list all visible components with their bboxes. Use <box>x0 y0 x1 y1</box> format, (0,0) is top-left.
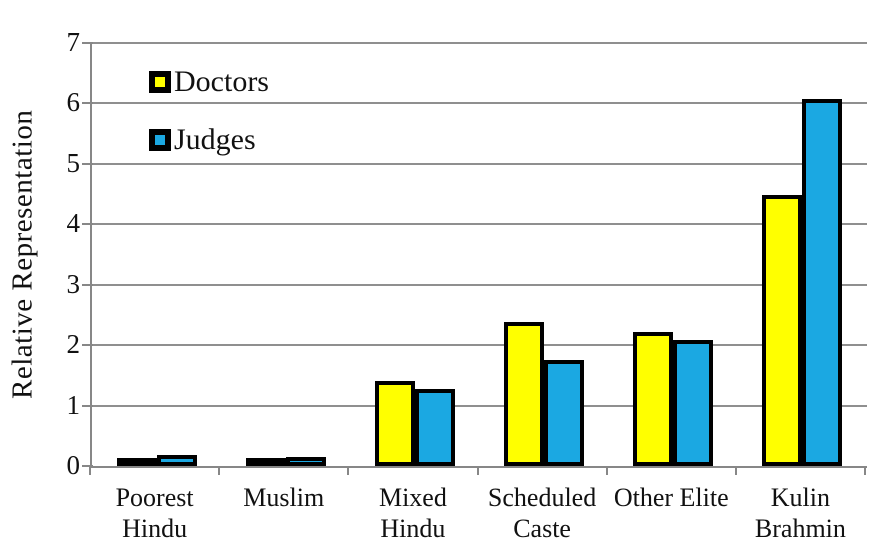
y-tick-mark <box>82 42 93 44</box>
category-label-kulin-brahmin: Kulin Brahmin <box>754 483 846 543</box>
y-tick-label-5: 5 <box>66 147 81 178</box>
gridline-4 <box>92 223 867 226</box>
gridline-3 <box>92 283 867 286</box>
bar-judges-muslim <box>285 456 326 466</box>
y-tick-mark <box>82 283 93 286</box>
category-label-scheduled-caste: Scheduled Caste <box>487 483 597 543</box>
y-tick-label-2: 2 <box>66 329 81 360</box>
x-tick-mark <box>734 466 737 475</box>
gridline-6 <box>92 102 867 105</box>
legend-label-judges: Judges <box>174 123 256 156</box>
plot-area <box>90 42 867 468</box>
bar-judges-other-elite <box>673 340 714 466</box>
x-tick-mark <box>347 466 350 475</box>
bar-judges-kulin-brahmin <box>802 98 843 466</box>
y-tick-label-3: 3 <box>66 268 81 299</box>
y-tick-mark <box>82 162 93 165</box>
category-label-muslim: Muslim <box>243 483 325 512</box>
y-tick-label-4: 4 <box>66 208 81 239</box>
category-label-mixed-hindu: Mixed Hindu <box>378 483 447 543</box>
category-label-other-elite: Other Elite <box>613 483 729 512</box>
bar-judges-poorest-hindu <box>156 454 197 466</box>
gridline-7 <box>92 42 867 44</box>
y-tick-label-0: 0 <box>66 450 81 480</box>
x-tick-mark <box>605 466 608 475</box>
y-tick-mark <box>82 344 93 347</box>
doctors-swatch-icon <box>149 71 171 93</box>
legend-item-judges: Judges <box>149 124 269 156</box>
legend-label-doctors: Doctors <box>174 65 269 98</box>
x-tick-mark <box>89 466 91 475</box>
y-tick-label-1: 1 <box>66 389 81 420</box>
x-tick-mark <box>218 466 221 475</box>
y-tick-label-6: 6 <box>66 87 81 118</box>
y-tick-mark <box>82 223 93 226</box>
legend-item-doctors: Doctors <box>149 66 269 98</box>
judges-swatch-icon <box>149 129 171 151</box>
bar-doctors-poorest-hindu <box>116 458 157 466</box>
y-tick-mark <box>82 465 93 467</box>
y-tick-label-7: 7 <box>66 27 81 57</box>
bar-judges-scheduled-caste <box>544 359 585 466</box>
x-tick-mark <box>476 466 479 475</box>
gridline-5 <box>92 162 867 165</box>
y-tick-mark <box>82 404 93 407</box>
legend: Doctors Judges <box>149 66 269 156</box>
bar-doctors-kulin-brahmin <box>762 195 803 466</box>
x-tick-mark <box>864 466 866 475</box>
y-tick-mark <box>82 102 93 105</box>
gridline-1 <box>92 404 867 407</box>
y-axis-title: Relative Representation <box>6 109 39 400</box>
bar-judges-mixed-hindu <box>414 388 455 466</box>
bar-doctors-mixed-hindu <box>374 380 415 466</box>
bar-doctors-other-elite <box>633 331 674 466</box>
bar-doctors-scheduled-caste <box>504 322 545 466</box>
gridline-2 <box>92 344 867 347</box>
category-label-poorest-hindu: Poorest Hindu <box>115 483 194 543</box>
bar-doctors-muslim <box>245 458 286 466</box>
